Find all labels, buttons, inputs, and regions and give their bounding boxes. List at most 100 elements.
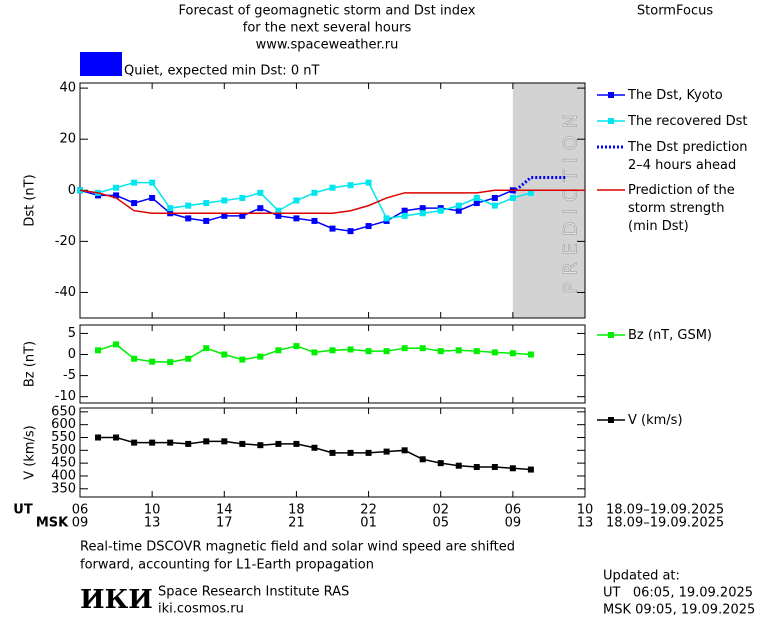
data-point [203,217,210,224]
data-point [311,217,318,224]
data-point [95,347,102,354]
note-line: forward, accounting for L1-Earth propaga… [80,558,374,573]
x-tick-label: 13 [577,516,594,531]
legend-marker [608,417,614,423]
data-point [491,463,498,470]
x-tick-label: 09 [72,516,89,531]
x-tick-label: 06 [72,503,89,518]
data-point [257,442,264,449]
data-point [527,189,534,196]
y-tick-label: 500 [51,443,76,458]
data-point [455,462,462,469]
legend-label: Bz (nT, GSM) [628,328,713,343]
plot-frame [79,82,586,319]
data-point [509,194,516,201]
data-point [221,197,228,204]
y-axis-label: V (km/s) [23,425,38,480]
brand: StormFocus [637,4,713,19]
data-point [149,439,156,446]
data-point [185,440,192,447]
legend-label: Prediction of the storm strength (min Ds… [628,183,735,234]
site: iki.cosmos.ru [158,602,244,617]
prediction-label: PREDICTION [559,107,581,294]
logo: ИКИ [80,585,153,615]
data-point [275,440,282,447]
y-tick-label: 5 [68,326,76,341]
data-point [455,347,462,354]
data-point [239,194,246,201]
data-point [293,343,300,350]
x-tick-label: 05 [432,516,449,531]
data-point [185,215,192,222]
series-line [79,189,585,215]
ut-label: UT [13,503,33,518]
data-point [113,434,120,441]
y-tick-label: 550 [51,430,76,445]
y-tick-label: 0 [68,183,76,198]
data-point [437,460,444,467]
updated-ut: UT 06:05, 19.09.2025 [603,586,753,601]
plot-frame [79,407,586,498]
y-axis-label: Dst (nT) [23,174,38,226]
data-point [185,202,192,209]
data-point [383,448,390,455]
x-tick-label: 21 [288,516,305,531]
data-point [203,200,210,207]
data-point [473,348,480,355]
data-point [347,182,354,189]
x-tick-label: 13 [144,516,161,531]
data-point [455,202,462,209]
y-tick-label: -5 [63,368,76,383]
updated-label: Updated at: [603,569,680,584]
data-point [509,465,516,472]
x-tick-label: 22 [360,503,377,518]
data-point [473,194,480,201]
data-point [221,212,228,219]
x-tick-label: 01 [360,516,377,531]
y-tick-label: -10 [55,389,76,404]
data-point [419,456,426,463]
data-point [311,189,318,196]
data-point [383,348,390,355]
legend-marker [608,118,614,124]
data-point [239,212,246,219]
data-point [293,215,300,222]
legend-label: The recovered Dst [628,114,748,129]
y-tick-label: 450 [51,456,76,471]
x-tick-label: 06 [505,503,522,518]
data-point [113,341,120,348]
status-text: Quiet, expected min Dst: 0 nT [124,64,319,79]
legend-label: V (km/s) [628,413,683,428]
x-tick-label: 02 [432,503,449,518]
data-point [293,440,300,447]
data-point [491,202,498,209]
data-point [491,194,498,201]
y-tick-label: 20 [59,132,76,147]
data-point [401,212,408,219]
plot-frame [79,324,586,404]
data-point [329,184,336,191]
data-point [419,345,426,352]
series-line [79,181,532,220]
data-point [257,205,264,212]
data-point [257,189,264,196]
data-point [401,447,408,454]
x-tick-label: 09 [505,516,522,531]
series-line [79,189,514,232]
data-point [149,194,156,201]
data-point [275,347,282,354]
data-point [257,353,264,360]
x-tick-label: 14 [216,503,233,518]
y-tick-label: 400 [51,468,76,483]
data-point [185,355,192,362]
data-point [419,210,426,217]
data-point [401,207,408,214]
data-point [275,207,282,214]
y-tick-label: 0 [68,347,76,362]
data-point [347,346,354,353]
data-point [365,348,372,355]
data-point [239,356,246,363]
data-point [347,449,354,456]
data-point [347,228,354,235]
